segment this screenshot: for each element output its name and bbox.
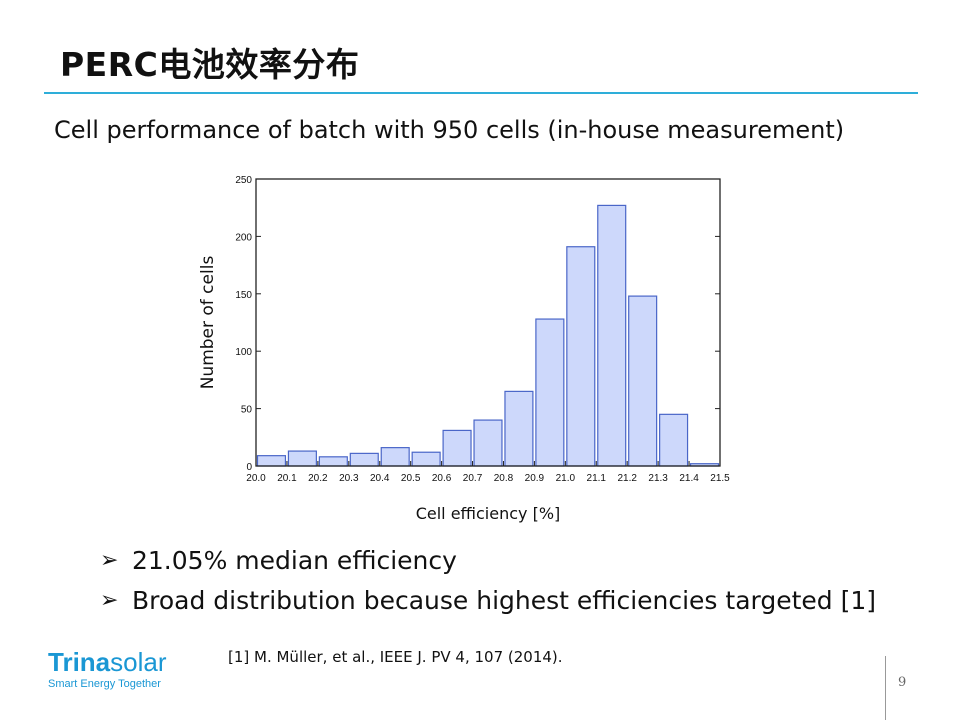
histogram-bar (442, 429, 472, 467)
x-tick-label: 21.3 (648, 473, 668, 484)
x-tick-label: 21.4 (679, 473, 699, 484)
histogram-bar (628, 295, 658, 467)
slide-title: PERC电池效率分布 (60, 45, 360, 84)
histogram-chart: 0 50 100 150 200 250 20.0 20.1 20.2 20.3 20.4 20.5 2… (183, 164, 753, 535)
bullet-item: ➢ Broad distribution because highest eff… (100, 580, 876, 620)
company-logo: Trinasolar Smart Energy Together (48, 648, 188, 690)
chart-svg: 0 50 100 150 200 250 20.0 20.1 20.2 20.3 20.4 20.5 2… (198, 175, 730, 523)
x-tick-label: 20.5 (401, 473, 421, 484)
histogram-bar (659, 413, 689, 467)
x-tick-label: 21.5 (710, 473, 730, 484)
histogram-bar (411, 451, 441, 467)
x-tick-label: 20.6 (432, 473, 452, 484)
x-tick-label: 20.3 (339, 473, 359, 484)
arrow-bullet-icon: ➢ (100, 547, 119, 573)
x-tick-label: 20.4 (370, 473, 390, 484)
histogram-bar (535, 318, 565, 467)
x-tick-label: 21.2 (617, 473, 637, 484)
x-tick-label: 20.0 (246, 473, 266, 484)
x-tick-label: 20.8 (494, 473, 514, 484)
arrow-bullet-icon: ➢ (100, 587, 119, 613)
x-tick-label: 21.1 (587, 473, 607, 484)
histogram-bar (256, 455, 287, 467)
histogram-bar (504, 390, 534, 467)
bullet-text: 21.05% median efficiency (132, 545, 457, 575)
x-axis-label: Cell efficiency [%] (416, 504, 561, 523)
histogram-bar (287, 450, 317, 467)
x-tick-label: 20.1 (277, 473, 297, 484)
x-tick-label: 20.7 (463, 473, 483, 484)
y-tick-label: 250 (235, 175, 252, 186)
histogram-bar (318, 456, 348, 467)
page-number-divider (885, 656, 886, 720)
y-axis-label: Number of cells (198, 256, 218, 390)
bullet-text: Broad distribution because highest effic… (132, 585, 877, 615)
logo-wordmark: Trinasolar (48, 647, 167, 677)
page-number: 9 (898, 675, 907, 690)
histogram-bar (380, 447, 410, 467)
histogram-bar (349, 452, 379, 467)
histogram-bar (597, 204, 627, 467)
slide-subtitle: Cell performance of batch with 950 cells… (54, 116, 845, 144)
bullet-item: ➢ 21.05% median efficiency (100, 540, 876, 580)
y-tick-label: 100 (235, 347, 252, 358)
logo-tagline: Smart Energy Together (48, 678, 161, 690)
x-tick-label: 21.0 (556, 473, 576, 484)
reference-footnote: [1] M. Müller, et al., IEEE J. PV 4, 107… (228, 648, 563, 666)
histogram-bar (473, 419, 503, 467)
x-tick-label: 20.2 (308, 473, 328, 484)
histogram-bar (566, 246, 596, 467)
y-tick-label: 0 (246, 462, 252, 473)
bullet-list: ➢ 21.05% median efficiency ➢ Broad distr… (100, 540, 876, 620)
y-tick-label: 50 (241, 405, 253, 416)
x-tick-label: 20.9 (525, 473, 545, 484)
plot-frame (255, 178, 721, 467)
y-tick-label: 200 (235, 232, 252, 243)
y-tick-label: 150 (235, 290, 252, 301)
title-divider (44, 92, 918, 94)
